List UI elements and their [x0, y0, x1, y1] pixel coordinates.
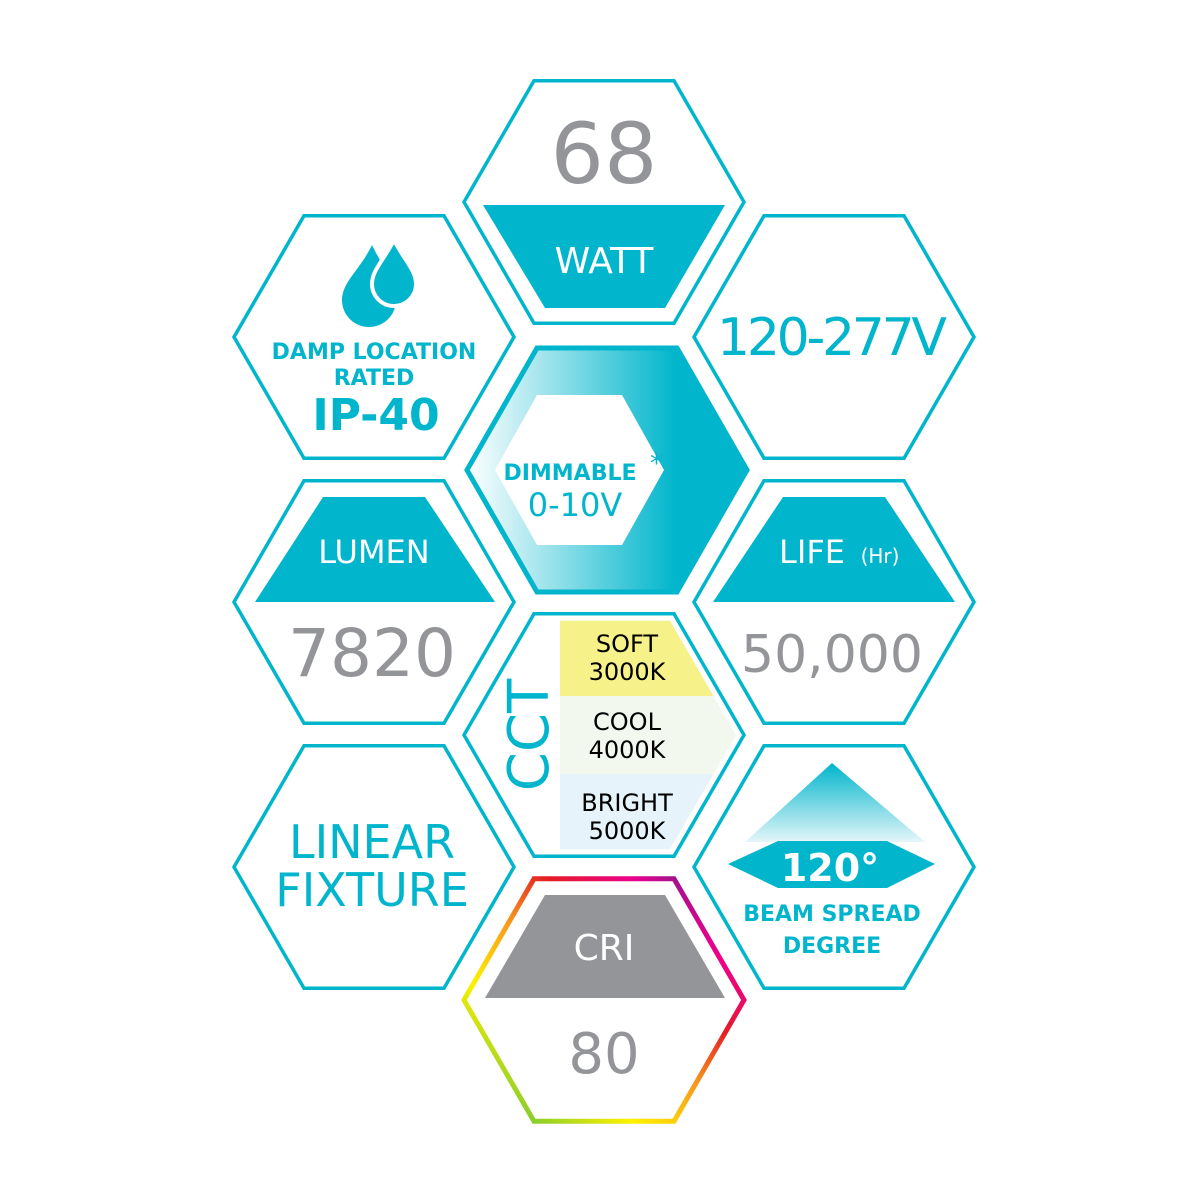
- fixture-line2: FIXTURE: [275, 863, 469, 917]
- dimmable-hex: DIMMABLE * 0-10V: [464, 345, 750, 595]
- water-drops-icon: [342, 235, 419, 327]
- watt-value: 68: [551, 105, 658, 203]
- cct-cool-temp: 4000K: [589, 736, 667, 764]
- watt-hex: 68 WATT: [483, 105, 725, 308]
- damp-line1: DAMP LOCATION: [272, 340, 477, 365]
- beam-hex-outline: [691, 744, 977, 990]
- damp-hex-outline: [231, 214, 517, 460]
- cri-banner: [485, 895, 725, 998]
- beam-line1: BEAM SPREAD: [743, 902, 921, 927]
- cct-bright-temp: 5000K: [589, 817, 667, 845]
- cri-hex-outline: [461, 876, 747, 1124]
- cct-bright-name: BRIGHT: [581, 789, 673, 817]
- cct-hex: CCT SOFT 3000K COOL 4000K BRIGHT 5000K: [497, 620, 736, 850]
- dimmable-label: DIMMABLE: [503, 461, 636, 486]
- voltage-hex-outline: [691, 214, 977, 460]
- cri-label: CRI: [574, 928, 635, 969]
- voltage-value: 120-277V: [717, 308, 947, 368]
- life-value: 50,000: [741, 625, 923, 685]
- life-hex-outline: [691, 479, 977, 725]
- cct-cool-name: COOL: [593, 708, 662, 736]
- damp-rating: IP-40: [312, 390, 439, 441]
- lumen-banner: [255, 497, 495, 602]
- cct-soft-temp: 3000K: [589, 658, 667, 686]
- beam-value: 120°: [781, 846, 879, 890]
- watt-label: WATT: [555, 241, 655, 282]
- damp-line2: RATED: [334, 366, 415, 391]
- beam-spread-icon: [728, 763, 935, 888]
- dimmable-asterisk: *: [650, 449, 663, 479]
- cct-cool-band: [560, 696, 736, 774]
- cct-hex-outline: [461, 612, 747, 858]
- watt-hex-outline: [461, 79, 747, 325]
- cri-value: 80: [568, 1022, 639, 1087]
- life-label: LIFE: [779, 533, 845, 571]
- beam-line2: DEGREE: [783, 934, 881, 959]
- watt-banner: [483, 205, 725, 308]
- fixture-hex-outline: [231, 744, 517, 990]
- life-unit: (Hr): [861, 544, 900, 568]
- fixture-line1: LINEAR: [289, 815, 455, 869]
- lumen-value: 7820: [288, 615, 456, 692]
- life-banner: [713, 497, 955, 602]
- cct-label: CCT: [497, 678, 562, 791]
- lumen-hex-outline: [231, 479, 517, 725]
- cct-soft-name: SOFT: [596, 630, 659, 658]
- lumen-label: LUMEN: [318, 533, 429, 571]
- dimmable-value: 0-10V: [528, 486, 623, 524]
